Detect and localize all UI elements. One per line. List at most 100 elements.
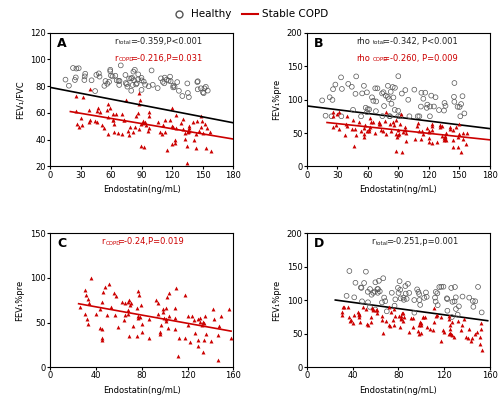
Point [198, 130, 206, 136]
Point [86, 299, 94, 306]
Point [360, 131, 368, 137]
Point [419, 313, 427, 320]
Point [342, 121, 350, 127]
Point [348, 84, 356, 90]
Point [357, 284, 365, 291]
Point [181, 335, 189, 341]
Point [360, 280, 368, 286]
Point [194, 78, 202, 84]
Text: D: D [314, 237, 324, 251]
Text: rho: rho [356, 37, 370, 46]
Point [458, 93, 466, 100]
Point [154, 85, 162, 91]
Point [207, 148, 215, 154]
Point [162, 294, 170, 301]
Point [436, 122, 444, 129]
Point [86, 86, 94, 92]
Point [81, 71, 89, 77]
Point [405, 290, 413, 296]
Point [356, 311, 364, 318]
Point [380, 294, 388, 301]
Point [428, 123, 436, 130]
Point [154, 300, 162, 306]
Point [96, 109, 104, 115]
Point [458, 322, 466, 328]
Point [338, 309, 346, 316]
Point [106, 304, 114, 310]
Point [125, 75, 133, 82]
Point [98, 288, 106, 295]
Point [342, 132, 349, 138]
Point [410, 86, 418, 93]
Point [65, 82, 73, 89]
Point [132, 81, 140, 88]
Point [445, 316, 453, 322]
Point [363, 128, 371, 134]
Point [418, 128, 426, 135]
Point [98, 299, 106, 306]
Point [366, 128, 374, 135]
Point [78, 121, 86, 128]
Point [443, 295, 451, 302]
Point [118, 299, 126, 306]
Point [189, 119, 197, 126]
Point [112, 293, 120, 299]
Point [399, 310, 407, 317]
Point [369, 306, 377, 313]
Point [402, 87, 409, 93]
Text: total: total [372, 40, 386, 45]
Point [200, 121, 208, 127]
Point [106, 68, 114, 75]
Point [82, 292, 90, 299]
Point [130, 124, 138, 130]
Point [166, 78, 174, 84]
Point [171, 137, 179, 144]
Point [350, 312, 358, 318]
Text: =-0.24,P=0.019: =-0.24,P=0.019 [117, 237, 184, 246]
Point [417, 329, 425, 336]
Point [121, 299, 129, 306]
Text: B: B [314, 37, 324, 50]
Point [441, 134, 449, 140]
Point [427, 92, 435, 99]
Point [144, 113, 152, 120]
Point [199, 89, 207, 95]
Point [404, 281, 412, 287]
Point [328, 97, 336, 103]
Point [124, 307, 132, 314]
Point [130, 323, 138, 329]
Point [415, 322, 423, 328]
Point [374, 119, 382, 126]
Point [343, 113, 351, 120]
Point [382, 109, 390, 115]
Point [424, 135, 432, 141]
Point [126, 333, 134, 339]
Point [365, 106, 373, 113]
Point [442, 136, 450, 143]
Point [156, 331, 164, 337]
Point [118, 111, 126, 118]
Point [197, 85, 205, 91]
Point [185, 128, 193, 135]
Point [181, 129, 189, 136]
Point [372, 306, 380, 313]
Point [92, 71, 100, 78]
Point [444, 296, 452, 302]
Point [426, 139, 434, 146]
Point [398, 310, 406, 316]
Point [171, 140, 179, 146]
Point [200, 319, 208, 326]
Point [426, 113, 434, 120]
Point [215, 323, 223, 329]
Point [144, 83, 152, 90]
Point [440, 100, 448, 106]
Point [350, 320, 358, 326]
Point [410, 324, 418, 330]
Point [380, 103, 388, 109]
Point [76, 304, 84, 310]
Point [134, 288, 142, 295]
Point [136, 314, 143, 320]
Point [124, 311, 132, 318]
Point [349, 117, 357, 123]
Point [166, 290, 173, 296]
